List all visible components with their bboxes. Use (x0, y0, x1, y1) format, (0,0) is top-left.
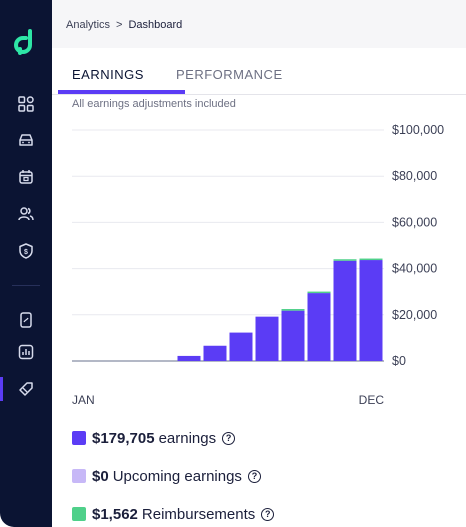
earnings-amount: $179,705 (92, 429, 155, 447)
y-tick-label: $80,000 (392, 169, 437, 183)
earnings-bar-jul[interactable] (229, 332, 253, 361)
earnings-bar-sep[interactable] (281, 310, 305, 361)
tab-earnings[interactable]: EARNINGS (72, 67, 144, 82)
breadcrumb-separator: > (116, 19, 123, 31)
y-tick-label: $20,000 (392, 308, 437, 322)
tab-performance[interactable]: PERFORMANCE (176, 67, 283, 82)
dasher-logo[interactable] (12, 28, 40, 56)
calendar-icon[interactable] (17, 168, 35, 186)
x-end-label: DEC (359, 393, 385, 407)
reimbursements-amount: $1,562 (92, 505, 138, 523)
chart-subtitle: All earnings adjustments included (72, 98, 236, 110)
top-bar: Analytics > Dashboard (52, 0, 466, 48)
legend-earnings: $179,705 earnings ? (72, 428, 452, 448)
document-icon[interactable] (17, 311, 35, 329)
breadcrumb: Analytics > Dashboard (66, 19, 182, 31)
main-panel: Analytics > Dashboard EARNINGS PERFORMAN… (52, 0, 466, 527)
upcoming-label: Upcoming earnings (112, 467, 242, 485)
dashboard-grid-icon[interactable] (17, 95, 35, 113)
tab-bar: EARNINGS PERFORMANCE (52, 58, 466, 95)
earnings-bar-nov[interactable] (333, 260, 357, 361)
earnings-chart: $0 $20,000 $40,000 $60,000 $80,000 $100,000 JA… (72, 123, 444, 407)
reimbursement-bar-oct[interactable] (307, 291, 331, 294)
active-nav-indicator (0, 377, 3, 401)
help-icon[interactable]: ? (222, 431, 236, 445)
reimbursements-swatch (72, 507, 86, 521)
earnings-bar-may[interactable] (177, 355, 201, 361)
reimbursement-bar-dec[interactable] (359, 258, 383, 261)
earnings-bar-dec[interactable] (359, 260, 383, 361)
reimbursement-bar-nov[interactable] (333, 259, 357, 261)
y-tick-label: $100,000 (392, 123, 444, 137)
upcoming-amount: $0 (92, 467, 109, 485)
sidebar-divider (12, 285, 40, 286)
breadcrumb-analytics[interactable]: Analytics (66, 19, 111, 31)
active-tab-indicator (58, 90, 185, 94)
earnings-swatch (72, 431, 86, 445)
y-tick-label: $60,000 (392, 215, 437, 229)
tag-icon[interactable] (17, 380, 35, 398)
car-icon[interactable] (17, 131, 35, 149)
help-icon[interactable]: ? (261, 507, 275, 521)
earnings-bar-aug[interactable] (255, 316, 279, 361)
sidebar: $ (0, 0, 52, 527)
x-start-label: JAN (72, 393, 95, 407)
help-icon[interactable]: ? (247, 469, 261, 483)
legend-upcoming: $0 Upcoming earnings ? (72, 466, 452, 486)
breadcrumb-dashboard: Dashboard (128, 19, 183, 31)
svg-text:$: $ (24, 249, 28, 256)
shield-dollar-icon[interactable]: $ (17, 242, 35, 260)
analytics-icon[interactable] (17, 343, 35, 361)
reimbursements-label: Reimbursements (141, 505, 256, 523)
people-icon[interactable] (17, 205, 35, 223)
earnings-bar-jun[interactable] (203, 345, 227, 361)
reimbursement-bar-sep[interactable] (281, 309, 305, 311)
upcoming-swatch (72, 469, 86, 483)
legend-reimbursements: $1,562 Reimbursements ? (72, 504, 452, 524)
y-tick-label: $0 (392, 354, 406, 368)
earnings-bar-oct[interactable] (307, 293, 331, 361)
y-tick-label: $40,000 (392, 262, 437, 276)
earnings-label: earnings (158, 429, 217, 447)
